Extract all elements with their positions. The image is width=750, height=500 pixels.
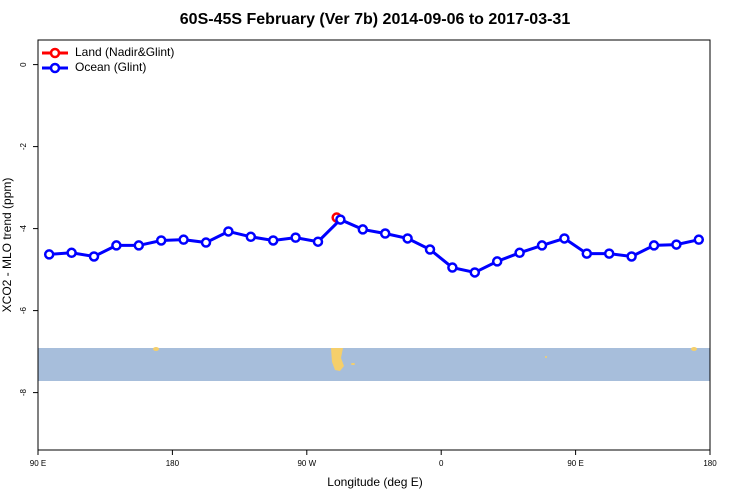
data-point (693, 234, 705, 245)
data-point (111, 240, 122, 251)
data-point (491, 256, 503, 267)
data-point (43, 249, 55, 260)
data-point (245, 231, 257, 243)
data-point (603, 248, 615, 259)
chart-title: 60S-45S February (Ver 7b) 2014-09-06 to … (180, 11, 571, 28)
data-point (626, 251, 637, 262)
data-point (536, 240, 548, 251)
legend-marker (49, 62, 61, 74)
data-point (133, 240, 145, 251)
data-point (178, 234, 189, 245)
plot-frame (37, 39, 711, 451)
x-tick-label: 90 E (567, 459, 583, 468)
y-tick-label: 0 (19, 62, 28, 67)
data-point (379, 228, 391, 239)
data-point (290, 232, 301, 243)
data-point (581, 248, 593, 259)
legend-label: Ocean (Glint) (75, 60, 146, 74)
y-tick-label: -4 (19, 224, 28, 232)
x-tick-label: 180 (166, 459, 180, 468)
data-point (424, 244, 436, 255)
x-tick-label: 90 W (297, 459, 316, 468)
y-tick-label: -6 (19, 306, 28, 314)
x-tick-label: 0 (439, 459, 444, 468)
data-point (66, 247, 77, 259)
data-point (357, 224, 369, 235)
data-point (155, 235, 167, 246)
data-point (469, 267, 481, 278)
data-point (559, 233, 570, 244)
y-tick-label: -8 (19, 388, 28, 396)
data-point (223, 226, 234, 237)
legend-label: Land (Nadir&Glint) (75, 45, 174, 59)
data-point (312, 236, 324, 247)
x-tick-label: 90 E (30, 459, 46, 468)
x-tick-label: 180 (703, 459, 717, 468)
data-point (447, 262, 458, 273)
data-point (648, 240, 660, 251)
data-point (200, 237, 212, 248)
data-point (671, 239, 682, 250)
y-tick-label: -2 (19, 142, 28, 150)
data-point (267, 235, 279, 246)
data-point (514, 247, 525, 259)
y-axis-label: XCO2 - MLO trend (ppm) (0, 178, 14, 313)
data-point (402, 233, 413, 244)
data-point (335, 214, 346, 225)
legend-marker (49, 47, 61, 59)
x-axis-label: Longitude (deg E) (327, 475, 422, 489)
map-strip (38, 347, 710, 381)
data-point (88, 251, 100, 262)
series-line (49, 217, 700, 275)
